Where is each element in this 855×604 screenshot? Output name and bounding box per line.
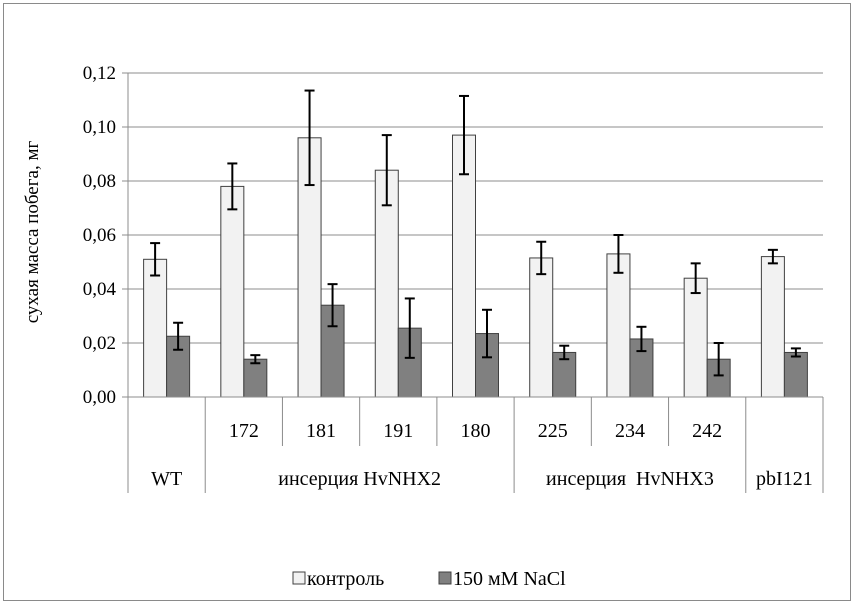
category-label: 234 <box>615 420 645 442</box>
bar-nacl <box>243 358 268 398</box>
group-label: WT <box>151 468 182 490</box>
y-tick-label: 0,02 <box>83 333 116 354</box>
bar-control <box>606 253 631 398</box>
bar-nacl <box>783 351 808 398</box>
category-label: 180 <box>461 420 491 442</box>
category-label: 225 <box>538 420 568 442</box>
legend-swatch <box>292 571 306 585</box>
group-label: инсерция HvNHX3 <box>546 468 714 490</box>
legend-swatch <box>438 571 452 585</box>
bar-control <box>529 257 554 398</box>
bar-control <box>143 258 168 398</box>
y-tick-label: 0,00 <box>83 387 116 408</box>
x-category-table: 172 181 191 180 225 234 242 WT инсерция HvNHX2 ин… <box>127 397 824 493</box>
legend-label: контроль <box>307 568 384 590</box>
bar-control <box>220 185 245 398</box>
error-bars <box>150 89 801 377</box>
bars <box>143 134 808 398</box>
y-axis-label: сухая масса побега, мг <box>22 141 43 324</box>
y-tick-labels: 0,00 0,02 0,04 0,06 0,08 0,10 0,12 <box>83 63 117 408</box>
y-tick-label: 0,04 <box>83 279 117 300</box>
axes <box>127 73 823 398</box>
legend: контроль 150 мМ NaCl <box>292 568 566 590</box>
legend-label: 150 мМ NaCl <box>453 568 566 590</box>
y-tick-label: 0,10 <box>83 117 116 138</box>
category-label: 191 <box>383 420 413 442</box>
category-label: 181 <box>306 420 336 442</box>
y-tick-label: 0,12 <box>83 63 116 84</box>
category-label: 242 <box>692 420 722 442</box>
y-tick-label: 0,08 <box>83 171 116 192</box>
group-label: pbI121 <box>756 468 813 490</box>
group-label: инсерция HvNHX2 <box>278 468 441 490</box>
category-label: 172 <box>229 420 259 442</box>
bar-control <box>760 256 785 398</box>
bar-control <box>683 277 708 398</box>
y-tick-label: 0,06 <box>83 225 116 246</box>
